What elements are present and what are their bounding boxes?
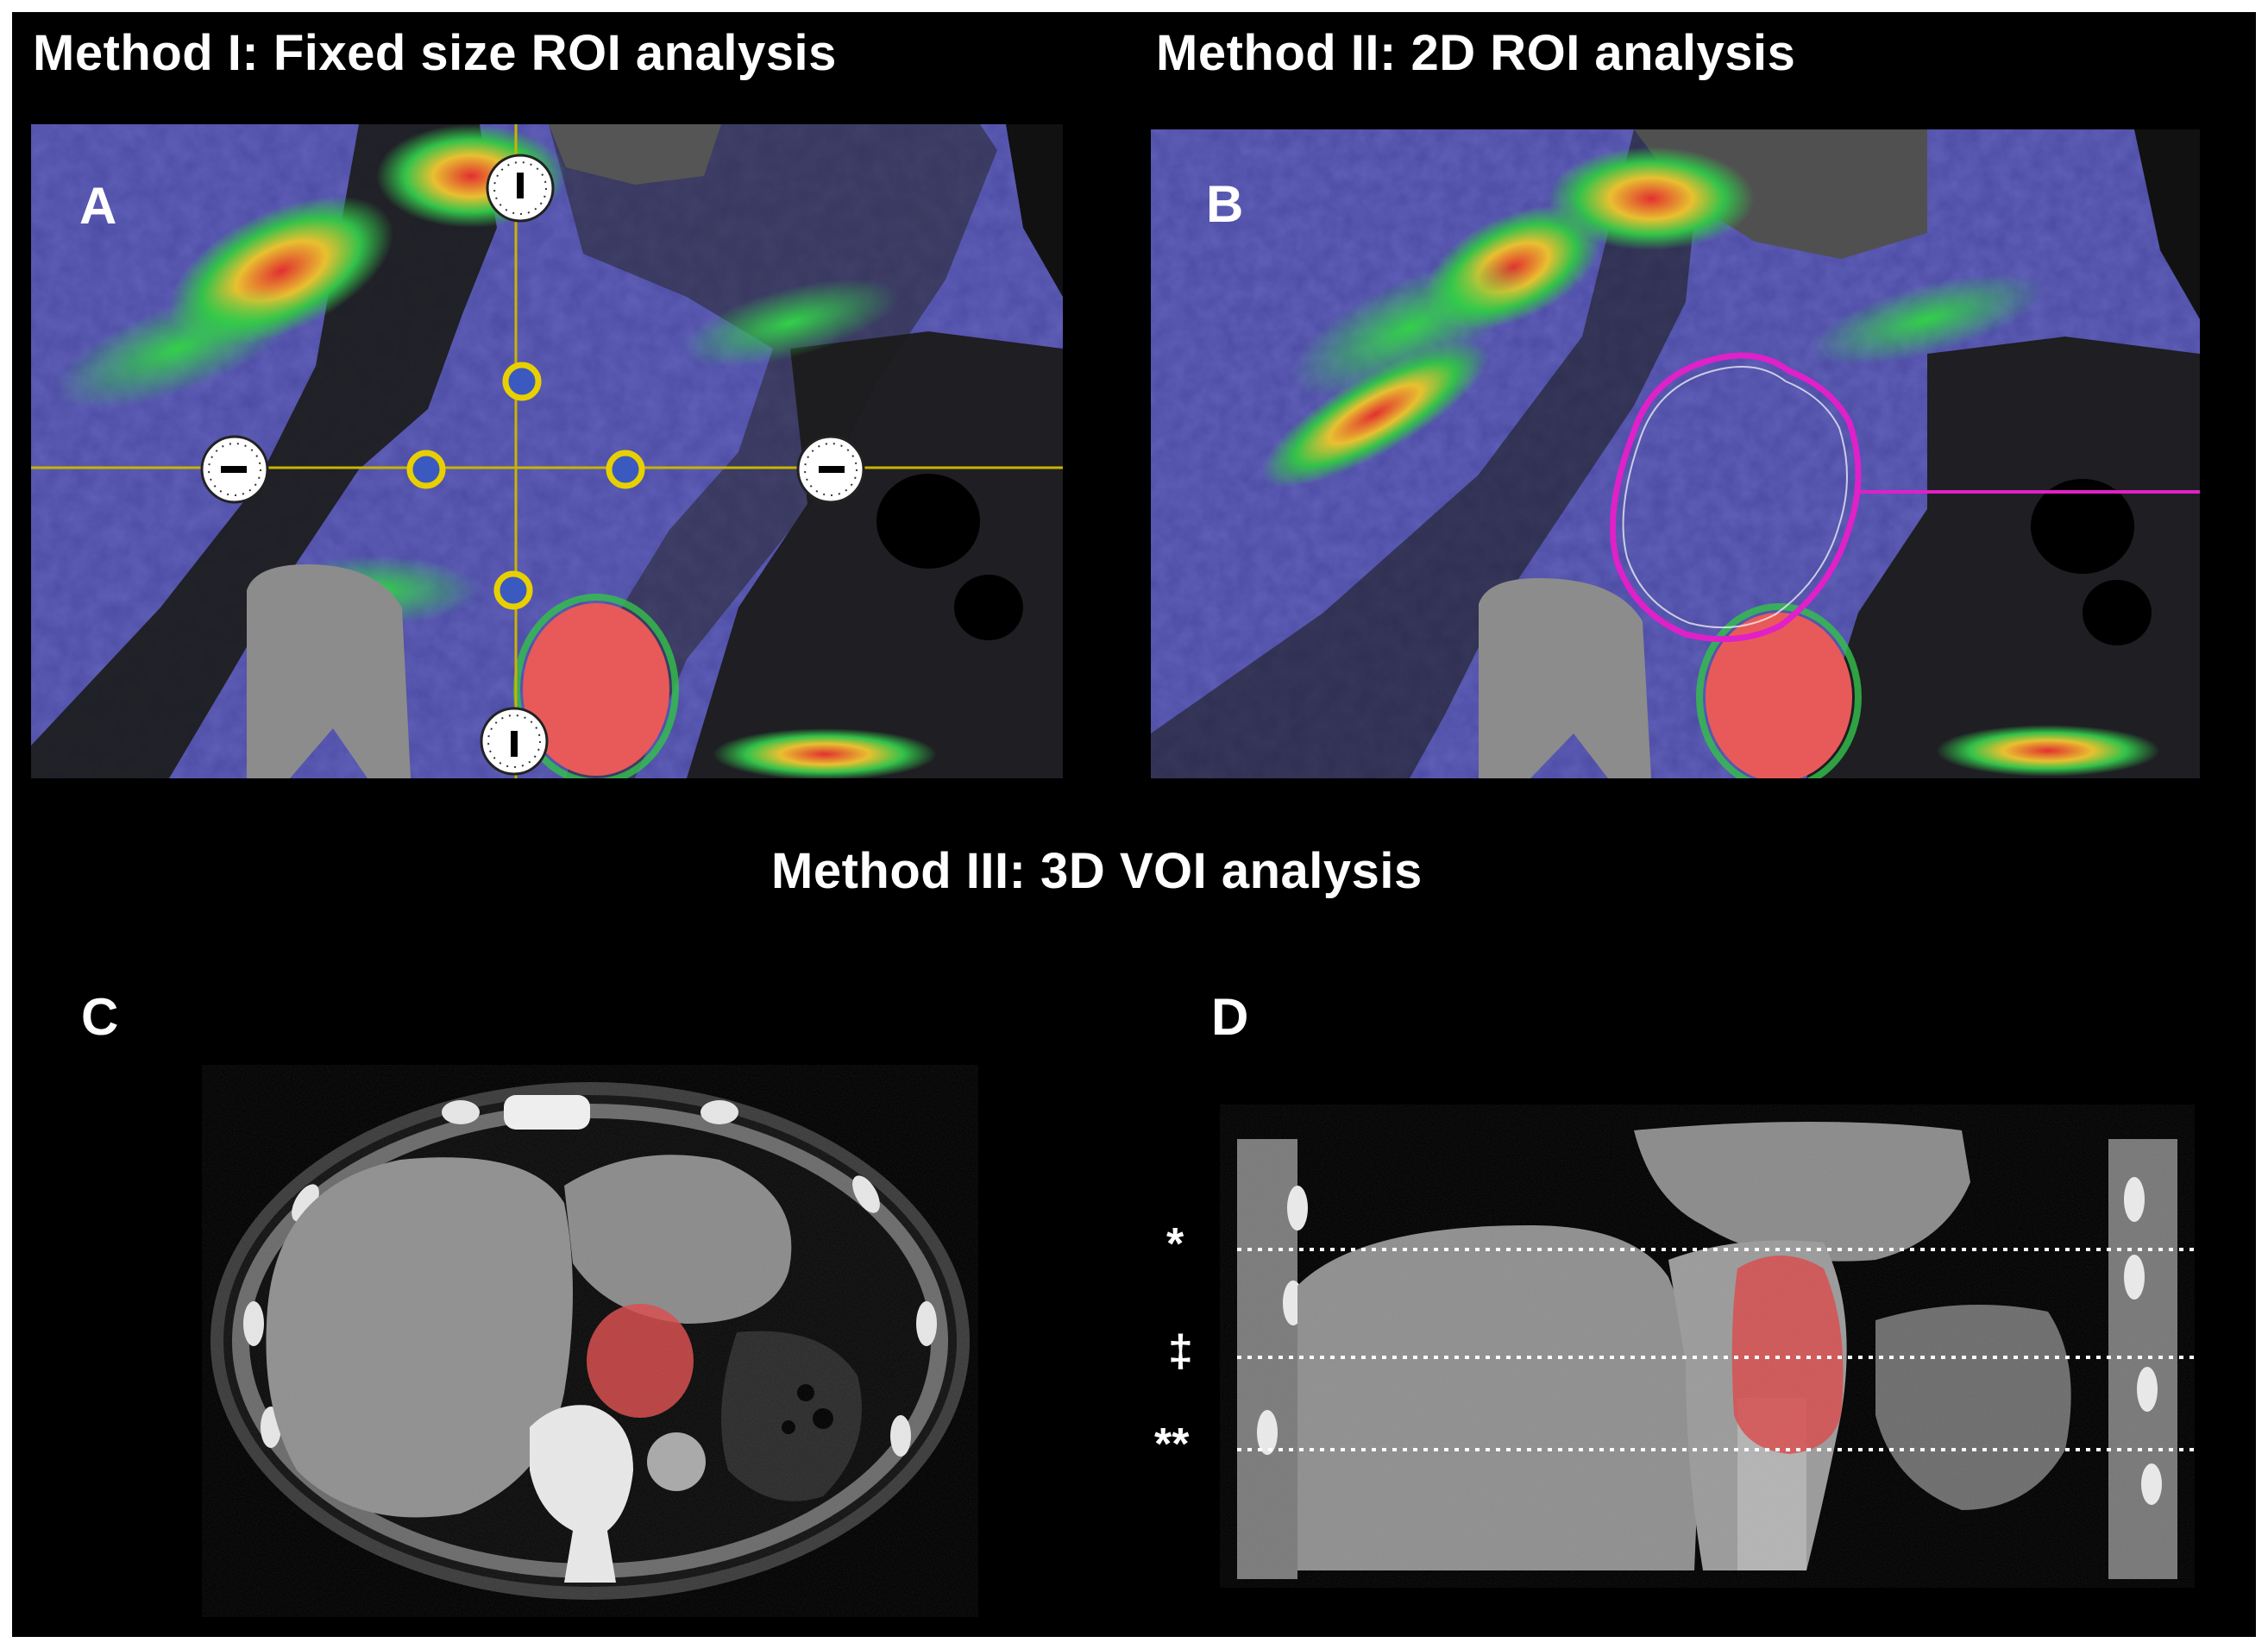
level-marker-top: *	[1166, 1219, 1184, 1269]
panel-c-axial-ct	[202, 1065, 978, 1617]
panel-label-c: C	[81, 988, 119, 1046]
panel-b-heatmap	[1151, 129, 2200, 778]
panel-label-b: B	[1206, 175, 1244, 233]
roi-contour-icon	[1610, 352, 2200, 643]
method1-title: Method I: Fixed size ROI analysis	[33, 25, 837, 81]
level-marker-bottom: **	[1154, 1419, 1190, 1470]
panel-label-d: D	[1211, 988, 1249, 1046]
panel-d-image	[1220, 1105, 2195, 1588]
method2-title: Method II: 2D ROI analysis	[1156, 25, 1796, 81]
panel-c-image	[202, 1065, 978, 1617]
clock-marker-icon	[200, 154, 865, 776]
panel-a-image: A	[31, 124, 1063, 778]
panel-d-coronal-ct	[1220, 1105, 2195, 1588]
method3-title: Method III: 3D VOI analysis	[771, 843, 1423, 899]
panel-label-a: A	[79, 177, 117, 235]
panel-b-image: B	[1151, 129, 2200, 778]
level-marker-middle: ‡	[1168, 1326, 1193, 1376]
figure-frame: Method I: Fixed size ROI analysis Method…	[12, 12, 2256, 1637]
yellow-circle-roi-icon	[406, 362, 645, 610]
panel-a-heatmap	[31, 124, 1063, 778]
